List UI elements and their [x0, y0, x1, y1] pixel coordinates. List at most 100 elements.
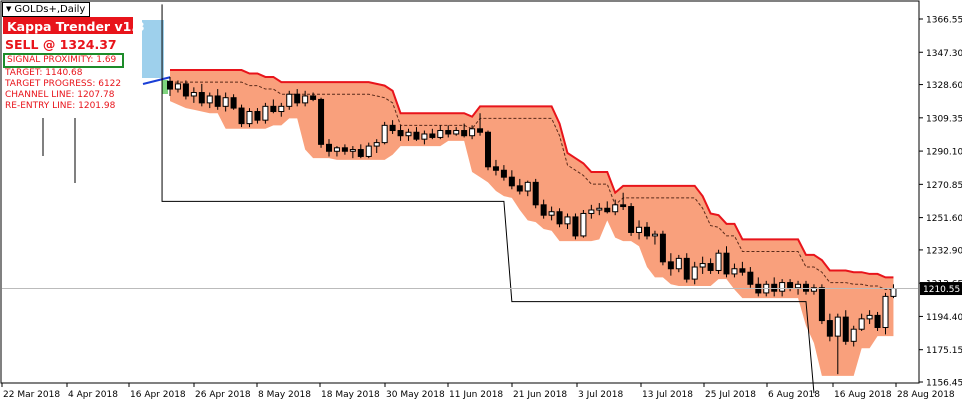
channel-line-text: CHANNEL LINE: 1207.78 — [5, 90, 115, 100]
candle — [214, 89, 221, 110]
candle — [834, 313, 841, 375]
candle-body — [389, 124, 396, 132]
candle-body — [850, 328, 857, 342]
candle-body — [381, 124, 388, 144]
price-label: 1251.60 — [926, 214, 962, 224]
price-label: 1290.10 — [926, 148, 962, 158]
candle-body — [596, 207, 603, 211]
candle-body — [572, 216, 579, 237]
candle-body — [469, 128, 476, 137]
candle — [357, 144, 364, 159]
candle-body — [214, 95, 221, 107]
candle — [580, 210, 587, 238]
candle-body — [803, 283, 809, 292]
candle — [882, 292, 889, 335]
time-label: 18 May 2018 — [321, 390, 380, 400]
candle — [826, 313, 833, 342]
candle-body — [500, 169, 507, 178]
candle — [373, 139, 380, 153]
candle-body — [564, 216, 571, 225]
candle-body — [787, 282, 794, 289]
candle — [167, 76, 173, 96]
candle — [254, 108, 261, 124]
candle-body — [453, 130, 460, 135]
candle — [612, 199, 619, 216]
candle-body — [540, 204, 547, 216]
candle-body — [326, 143, 332, 152]
candle-body — [206, 95, 213, 104]
candle-body — [318, 98, 325, 145]
candle-body — [365, 145, 372, 157]
signal-zone-box — [142, 20, 164, 78]
candle — [333, 146, 340, 157]
signal-text: SELL @ 1324.37 — [5, 37, 117, 52]
indicator-panel: Kappa Trender v1.3 SELL @ 1324.37 SIGNAL… — [3, 17, 145, 112]
time-label: 11 Jun 2018 — [449, 390, 503, 400]
candle — [294, 89, 301, 107]
candle-body — [810, 287, 817, 292]
candle — [747, 267, 754, 288]
candle — [683, 253, 690, 283]
candle-body — [651, 233, 658, 237]
candle-body — [524, 181, 531, 192]
candle-body — [413, 131, 420, 140]
candle-body — [485, 131, 491, 168]
candle-body — [636, 226, 643, 233]
candle — [707, 258, 714, 274]
candle-body — [834, 316, 841, 337]
candle-body — [779, 282, 786, 292]
candle — [620, 192, 627, 211]
candle-body — [556, 211, 563, 225]
candle — [500, 165, 507, 181]
candle-body — [302, 95, 309, 104]
candle — [524, 180, 531, 197]
candle — [779, 279, 786, 297]
candle — [739, 261, 746, 276]
candle — [492, 159, 499, 176]
candle-body — [675, 257, 682, 270]
candle — [318, 97, 325, 148]
candle — [421, 130, 428, 145]
candle — [818, 284, 825, 325]
candle — [548, 206, 555, 221]
candle-body — [198, 92, 205, 104]
candle — [182, 80, 189, 100]
time-label: 16 Apr 2018 — [130, 390, 186, 400]
candle-body — [246, 111, 253, 125]
candle — [516, 178, 523, 195]
time-label: 22 Mar 2018 — [3, 390, 60, 400]
candle — [413, 127, 420, 141]
price-label: 1347.30 — [926, 49, 962, 59]
channel-upper-line — [170, 69, 894, 279]
candle-body — [691, 266, 698, 280]
candle — [532, 178, 539, 209]
symbol-label[interactable]: ▼ GOLDs+,Daily — [2, 2, 91, 17]
price-axis: 1366.55 1347.30 1328.60 1309.35 1290.10 1270.… — [919, 16, 962, 389]
candle-body — [174, 83, 181, 90]
candle-body — [707, 263, 714, 271]
candle-body — [373, 142, 380, 147]
candle-body — [516, 185, 523, 192]
candle — [787, 279, 794, 292]
candle-body — [628, 206, 635, 233]
channel-mid-line — [170, 81, 894, 290]
time-label: 16 Aug 2018 — [834, 390, 892, 400]
candle — [469, 125, 476, 140]
candle-body — [866, 314, 873, 320]
candle — [715, 249, 722, 274]
candle-body — [445, 130, 452, 135]
candle-body — [437, 130, 444, 138]
price-label: 1175.15 — [926, 346, 962, 356]
candle-body — [286, 93, 293, 107]
candle-body — [644, 226, 650, 237]
time-axis: 22 Mar 2018 4 Apr 2018 16 Apr 2018 26 Apr 2… — [1, 383, 955, 400]
time-label: 28 Aug 2018 — [897, 390, 955, 400]
candle — [389, 120, 396, 134]
time-label: 30 May 2018 — [386, 390, 445, 400]
chart-frame — [0, 0, 920, 384]
time-label: 3 Jul 2018 — [578, 390, 623, 400]
candle — [675, 254, 682, 273]
candle-body — [548, 211, 555, 216]
